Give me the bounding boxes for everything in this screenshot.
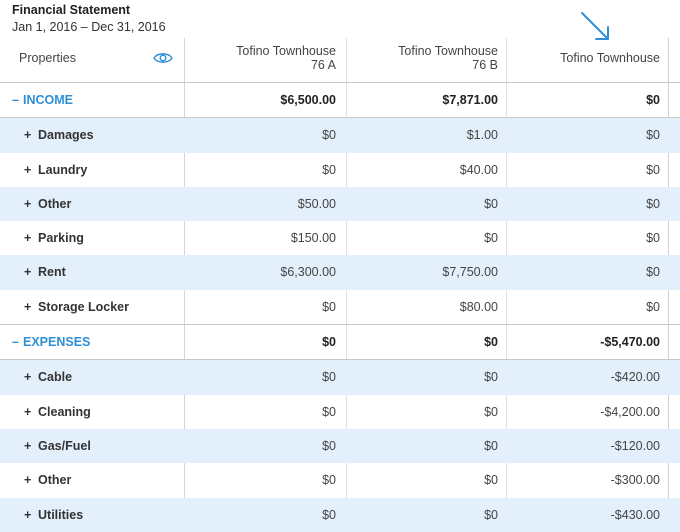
annotation-arrow-icon <box>581 12 609 40</box>
table-header: Properties Tofino Townhouse 76 A Tofino … <box>0 38 680 83</box>
cell-value: $0 <box>322 299 336 314</box>
expand-icon[interactable]: + <box>24 299 32 314</box>
cell-value: $0 <box>646 196 660 211</box>
cell-value: $0 <box>322 128 336 143</box>
row-label: Other <box>38 473 72 488</box>
cell-value: $0 <box>484 231 498 246</box>
expand-icon[interactable]: + <box>24 162 32 177</box>
row-label: Parking <box>38 231 84 246</box>
cell-value: $0 <box>646 128 660 143</box>
row-label: Cleaning <box>38 404 91 419</box>
cell-value: $40.00 <box>459 162 498 177</box>
report-title: Financial Statement <box>12 3 131 17</box>
cell-value: $0 <box>484 438 498 453</box>
financial-table: Properties Tofino Townhouse 76 A Tofino … <box>0 38 680 532</box>
column-header-unit: 76 A <box>310 58 336 72</box>
cell-value: $0 <box>322 404 336 419</box>
expenses-total: $0 <box>484 335 498 350</box>
column-header[interactable]: Tofino Townhouse 76 B <box>398 44 498 72</box>
cell-value: $0 <box>322 370 336 385</box>
table-row[interactable]: + Other $0 $0 -$300.00 <box>0 463 680 497</box>
report-date-range: Jan 1, 2016 – Dec 31, 2016 <box>12 20 166 34</box>
row-label: Other <box>38 196 72 211</box>
row-label: Cable <box>38 370 73 385</box>
column-header-unit: 76 B <box>472 58 498 72</box>
cell-value: -$300.00 <box>610 473 660 488</box>
expenses-total: -$5,470.00 <box>600 335 660 350</box>
expand-icon[interactable]: + <box>24 231 32 246</box>
cell-value: -$430.00 <box>610 507 660 522</box>
table-row[interactable]: + Laundry $0 $40.00 $0 <box>0 153 680 187</box>
cell-value: $80.00 <box>459 299 498 314</box>
table-row[interactable]: + Cable $0 $0 -$420.00 <box>0 360 680 395</box>
table-row[interactable]: + Damages $0 $1.00 $0 <box>0 118 680 153</box>
column-header-name: Tofino Townhouse <box>398 44 498 58</box>
table-row[interactable]: + Cleaning $0 $0 -$4,200.00 <box>0 395 680 429</box>
expand-icon[interactable]: + <box>24 438 32 453</box>
income-total: $6,500.00 <box>280 93 336 107</box>
table-row[interactable]: + Utilities $0 $0 -$430.00 <box>0 497 680 532</box>
column-header-name: Tofino Townhouse <box>236 44 336 58</box>
eye-icon[interactable] <box>153 51 173 65</box>
expand-icon[interactable]: + <box>24 473 32 488</box>
expenses-section-row[interactable]: – EXPENSES $0 $0 -$5,470.00 <box>0 324 680 361</box>
cell-value: $0 <box>484 196 498 211</box>
properties-header: Properties <box>19 51 76 65</box>
column-header[interactable]: Tofino Townhouse 76 A <box>236 44 336 72</box>
cell-value: $0 <box>646 162 660 177</box>
table-row[interactable]: + Gas/Fuel $0 $0 -$120.00 <box>0 428 680 464</box>
cell-value: $0 <box>646 231 660 246</box>
cell-value: $7,750.00 <box>442 265 498 280</box>
table-row[interactable]: + Rent $6,300.00 $7,750.00 $0 <box>0 255 680 290</box>
expand-icon[interactable]: + <box>24 265 32 280</box>
report-header: Financial Statement Jan 1, 2016 – Dec 31… <box>12 2 166 35</box>
cell-value: $0 <box>484 404 498 419</box>
section-label: – EXPENSES <box>12 335 91 350</box>
cell-value: $6,300.00 <box>280 265 336 280</box>
column-header[interactable]: Tofino Townhouse <box>560 51 660 65</box>
row-label: Utilities <box>38 507 84 522</box>
cell-value: $0 <box>646 265 660 280</box>
cell-value: -$120.00 <box>610 438 660 453</box>
row-label: Laundry <box>38 162 88 177</box>
expand-icon[interactable]: + <box>24 507 32 522</box>
collapse-icon[interactable]: – <box>12 335 19 350</box>
income-total: $7,871.00 <box>442 93 498 107</box>
cell-value: $1.00 <box>466 128 498 143</box>
row-label: Rent <box>38 265 66 280</box>
cell-value: $0 <box>646 299 660 314</box>
expand-icon[interactable]: + <box>24 370 32 385</box>
cell-value: -$4,200.00 <box>600 404 660 419</box>
cell-value: $0 <box>484 473 498 488</box>
expand-icon[interactable]: + <box>24 196 32 211</box>
column-header-name: Tofino Townhouse <box>560 51 660 65</box>
income-section-row[interactable]: – INCOME $6,500.00 $7,871.00 $0 <box>0 83 680 119</box>
expenses-total: $0 <box>322 335 336 350</box>
row-label: Damages <box>38 128 94 143</box>
cell-value: $0 <box>322 162 336 177</box>
cell-value: $50.00 <box>297 196 336 211</box>
expand-icon[interactable]: + <box>24 128 32 143</box>
table-row[interactable]: + Other $50.00 $0 $0 <box>0 186 680 222</box>
cell-value: $0 <box>322 473 336 488</box>
section-label: – INCOME <box>12 93 73 107</box>
cell-value: $0 <box>322 507 336 522</box>
cell-value: $0 <box>484 370 498 385</box>
row-label: Storage Locker <box>38 299 130 314</box>
collapse-icon[interactable]: – <box>12 93 19 107</box>
cell-value: $0 <box>484 507 498 522</box>
cell-value: -$420.00 <box>610 370 660 385</box>
cell-value: $0 <box>322 438 336 453</box>
expand-icon[interactable]: + <box>24 404 32 419</box>
row-label: Gas/Fuel <box>38 438 91 453</box>
table-row[interactable]: + Storage Locker $0 $80.00 $0 <box>0 290 680 324</box>
income-total: $0 <box>646 93 660 107</box>
table-row[interactable]: + Parking $150.00 $0 $0 <box>0 221 680 255</box>
cell-value: $150.00 <box>290 231 336 246</box>
